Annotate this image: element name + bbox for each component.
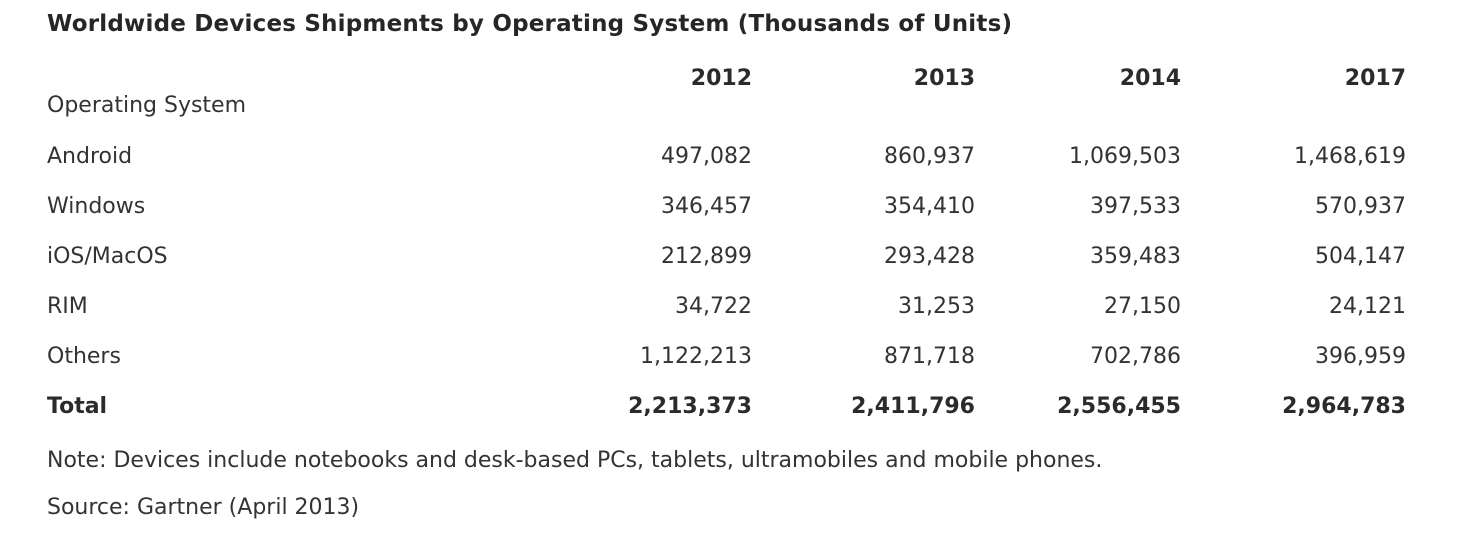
value-cell: 359,483 <box>1090 243 1181 269</box>
value-cell: 396,959 <box>1315 343 1406 369</box>
column-header-2013: 2013 <box>913 66 975 91</box>
total-value-cell: 2,213,373 <box>628 393 752 419</box>
table-row-android: Android 497,082 860,937 1,069,503 1,468,… <box>47 131 1406 181</box>
value-cell: 354,410 <box>884 193 975 219</box>
value-cell: 702,786 <box>1090 343 1181 369</box>
column-header-2012: 2012 <box>690 66 752 91</box>
year-header-row: 2012 2013 2014 2017 <box>47 55 1406 91</box>
value-cell: 212,899 <box>661 243 752 269</box>
value-cell: 871,718 <box>884 343 975 369</box>
os-cell: Android <box>47 143 133 169</box>
value-cell: 24,121 <box>1329 293 1406 319</box>
table-row-others: Others 1,122,213 871,718 702,786 396,959 <box>47 331 1406 381</box>
value-cell: 570,937 <box>1315 193 1406 219</box>
table-header: 2012 2013 2014 2017 Operating System <box>47 55 1406 131</box>
value-cell: 497,082 <box>661 143 752 169</box>
row-header-label-row: Operating System <box>47 91 1406 131</box>
total-value-cell: 2,411,796 <box>851 393 975 419</box>
value-cell: 293,428 <box>884 243 975 269</box>
table-row-rim: RIM 34,722 31,253 27,150 24,121 <box>47 281 1406 331</box>
value-cell: 346,457 <box>661 193 752 219</box>
note-text: Note: Devices include notebooks and desk… <box>47 448 1103 473</box>
total-label-cell: Total <box>47 393 108 419</box>
table-row-total: Total 2,213,373 2,411,796 2,556,455 2,96… <box>47 381 1406 431</box>
value-cell: 1,122,213 <box>640 343 752 369</box>
table-row-ios-macos: iOS/MacOS 212,899 293,428 359,483 504,14… <box>47 231 1406 281</box>
value-cell: 31,253 <box>898 293 975 319</box>
total-value-cell: 2,556,455 <box>1057 393 1181 419</box>
value-cell: 504,147 <box>1315 243 1406 269</box>
value-cell: 1,468,619 <box>1294 143 1406 169</box>
shipments-table: 2012 2013 2014 2017 Operating System And… <box>47 55 1406 431</box>
table-body: Android 497,082 860,937 1,069,503 1,468,… <box>47 131 1406 431</box>
value-cell: 860,937 <box>884 143 975 169</box>
value-cell: 27,150 <box>1104 293 1181 319</box>
os-cell: RIM <box>47 293 88 319</box>
os-cell: iOS/MacOS <box>47 243 168 269</box>
total-value-cell: 2,964,783 <box>1282 393 1406 419</box>
value-cell: 1,069,503 <box>1069 143 1181 169</box>
value-cell: 34,722 <box>675 293 752 319</box>
column-header-2014: 2014 <box>1119 66 1181 91</box>
table-row-windows: Windows 346,457 354,410 397,533 570,937 <box>47 181 1406 231</box>
source-text: Source: Gartner (April 2013) <box>47 495 360 520</box>
os-cell: Others <box>47 343 121 369</box>
year-header-spacer <box>47 55 507 91</box>
column-header-2017: 2017 <box>1344 66 1406 91</box>
row-header-label: Operating System <box>47 93 247 118</box>
value-cell: 397,533 <box>1090 193 1181 219</box>
page-title: Worldwide Devices Shipments by Operating… <box>47 11 1013 37</box>
os-cell: Windows <box>47 193 146 219</box>
